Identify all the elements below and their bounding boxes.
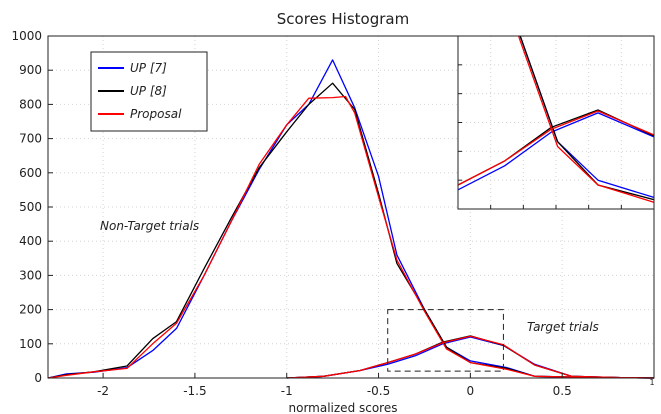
annotation-target: Target trials [527,320,599,334]
x-tick-label: -2 [97,384,109,398]
x-tick-label: -0.5 [367,384,390,398]
x-tick-label-edge: 1 [649,378,654,387]
inset-ticks [458,64,622,209]
inset-plot-lines [458,36,654,203]
y-tick-label: 900 [19,63,42,77]
x-tick-label: -1 [281,384,293,398]
axis-ticks: 0 100 200 300 400 500 600 700 800 900 1000 -2 -1.5 -1… [11,29,654,398]
x-axis-title: normalized scores [289,401,398,414]
y-tick-label: 300 [19,268,42,282]
y-tick-label: 800 [19,97,42,111]
legend: UP [7] UP [8] Proposal [90,51,208,132]
y-tick-label: 0 [34,371,42,385]
inset-series-line-proposal-1 [458,110,654,186]
main-plot-lines [47,59,655,379]
x-tick-label: 0 [467,384,475,398]
y-tick-label: 1000 [11,29,42,43]
x-tick-label: -1.5 [183,384,206,398]
inset-grid [458,36,654,209]
zoom-region-box [387,309,504,372]
y-tick-label: 600 [19,166,42,180]
legend-label-up7: UP [7] [130,61,167,75]
y-tick-label: 700 [19,132,42,146]
annotation-non-target: Non-Target trials [100,219,199,233]
y-tick-label: 400 [19,234,42,248]
legend-label-up8: UP [8] [130,84,167,98]
y-tick-label: 100 [19,337,42,351]
x-tick-label: 0.5 [553,384,572,398]
series-line-proposal-0 [47,95,655,379]
inset-series-line-up-7-1 [458,112,654,191]
y-tick-label: 200 [19,303,42,317]
inset-series-line-up-8-1 [458,109,654,186]
y-tick-label: 500 [19,200,42,214]
chart-title: Scores Histogram [277,10,409,28]
series-line-proposal-1 [286,335,655,379]
legend-label-proposal: Proposal [130,107,182,121]
